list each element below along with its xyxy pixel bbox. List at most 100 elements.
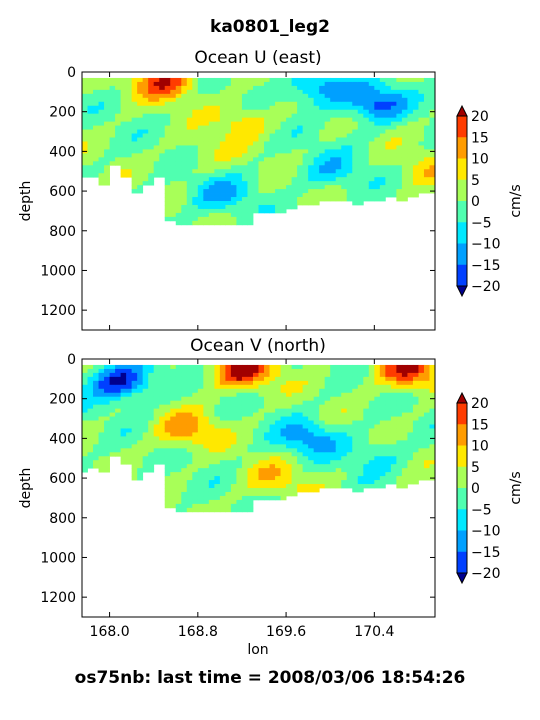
heatmap-cell	[236, 436, 243, 441]
heatmap-cell	[280, 472, 287, 477]
heatmap-cell	[219, 81, 226, 87]
heatmap-cell	[401, 452, 408, 457]
heatmap-cell	[203, 161, 210, 166]
heatmap-cell	[390, 408, 397, 413]
heatmap-cell	[302, 105, 309, 111]
heatmap-cell	[401, 416, 408, 421]
heatmap-cell	[186, 424, 193, 429]
heatmap-cell	[159, 141, 166, 146]
heatmap-cell	[286, 376, 292, 382]
heatmap-cell	[186, 376, 193, 382]
heatmap-cell	[230, 129, 237, 134]
heatmap-cell	[186, 452, 193, 457]
heatmap-cell	[357, 380, 364, 386]
heatmap-cell	[324, 157, 331, 162]
heatmap-cell	[252, 181, 259, 186]
heatmap-cell	[379, 77, 386, 83]
heatmap-cell	[203, 129, 210, 134]
heatmap-cell	[186, 85, 193, 91]
heatmap-cell	[87, 384, 94, 390]
heatmap-cell	[363, 396, 370, 402]
heatmap-cell	[324, 452, 331, 457]
heatmap-cell	[192, 392, 199, 398]
heatmap-cell	[308, 456, 315, 461]
heatmap-cell	[164, 420, 171, 425]
heatmap-cell	[98, 416, 105, 421]
heatmap-cell	[252, 145, 259, 150]
heatmap-cell	[385, 364, 392, 370]
heatmap-cell	[252, 404, 259, 410]
heatmap-cell	[170, 189, 177, 194]
heatmap-cell	[192, 125, 199, 130]
heatmap-cell	[170, 125, 177, 130]
heatmap-cell	[357, 157, 364, 162]
heatmap-cell	[181, 161, 188, 166]
heatmap-cell	[374, 448, 381, 453]
heatmap-cell	[225, 81, 232, 87]
heatmap-cell	[297, 476, 304, 481]
heatmap-cell	[148, 368, 155, 374]
heatmap-cell	[93, 444, 99, 449]
heatmap-cell	[258, 165, 265, 170]
heatmap-cell	[153, 448, 160, 453]
heatmap-cell	[104, 105, 110, 111]
heatmap-cell	[142, 444, 149, 449]
heatmap-cell	[252, 85, 259, 91]
heatmap-cell	[186, 117, 193, 123]
heatmap-cell	[181, 392, 188, 398]
heatmap-cell	[164, 432, 171, 437]
heatmap-cell	[330, 452, 337, 457]
heatmap-cell	[297, 113, 304, 119]
heatmap-cell	[286, 125, 292, 130]
heatmap-cell	[247, 161, 254, 166]
heatmap-cell	[396, 129, 403, 134]
heatmap-cell	[308, 201, 315, 206]
heatmap-cell	[418, 173, 425, 178]
heatmap-cell	[258, 141, 265, 146]
heatmap-cell	[131, 97, 138, 103]
heatmap-cell	[236, 220, 243, 226]
heatmap-cell	[148, 121, 155, 126]
heatmap-cell	[225, 185, 232, 190]
heatmap-cell	[203, 503, 210, 509]
heatmap-cell	[335, 161, 342, 166]
heatmap-cell	[319, 157, 326, 162]
heatmap-cell	[208, 472, 215, 477]
heatmap-cell	[230, 499, 237, 505]
heatmap-cell	[241, 460, 248, 465]
heatmap-cell	[363, 460, 370, 465]
heatmap-cell	[93, 448, 99, 453]
heatmap-cell	[418, 420, 425, 425]
heatmap-cell	[407, 193, 414, 198]
heatmap-cell	[236, 507, 243, 513]
heatmap-cell	[219, 101, 226, 107]
heatmap-cell	[363, 173, 370, 178]
heatmap-cell	[126, 460, 133, 465]
heatmap-cell	[170, 208, 177, 214]
heatmap-cell	[115, 161, 122, 166]
heatmap-cell	[109, 440, 116, 445]
heatmap-cell	[109, 368, 116, 374]
heatmap-cell	[429, 364, 436, 370]
heatmap-cell	[93, 368, 99, 374]
heatmap-cell	[203, 216, 210, 222]
heatmap-cell	[82, 133, 88, 138]
heatmap-cell	[214, 117, 221, 123]
heatmap-cell	[407, 81, 414, 87]
heatmap-cell	[115, 125, 122, 130]
colorbar-tick-label: 15	[471, 130, 489, 146]
heatmap-cell	[142, 137, 149, 142]
heatmap-cell	[390, 380, 397, 386]
heatmap-cell	[352, 468, 359, 473]
heatmap-cell	[137, 157, 144, 162]
heatmap-cell	[131, 141, 138, 146]
heatmap-cell	[148, 404, 155, 410]
heatmap-cell	[368, 368, 375, 374]
heatmap-cell	[319, 460, 326, 465]
heatmap-cell	[236, 432, 243, 437]
heatmap-cell	[181, 125, 188, 130]
heatmap-cell	[241, 145, 248, 150]
heatmap-cell	[341, 428, 348, 433]
heatmap-cell	[192, 396, 199, 402]
heatmap-cell	[159, 145, 166, 150]
